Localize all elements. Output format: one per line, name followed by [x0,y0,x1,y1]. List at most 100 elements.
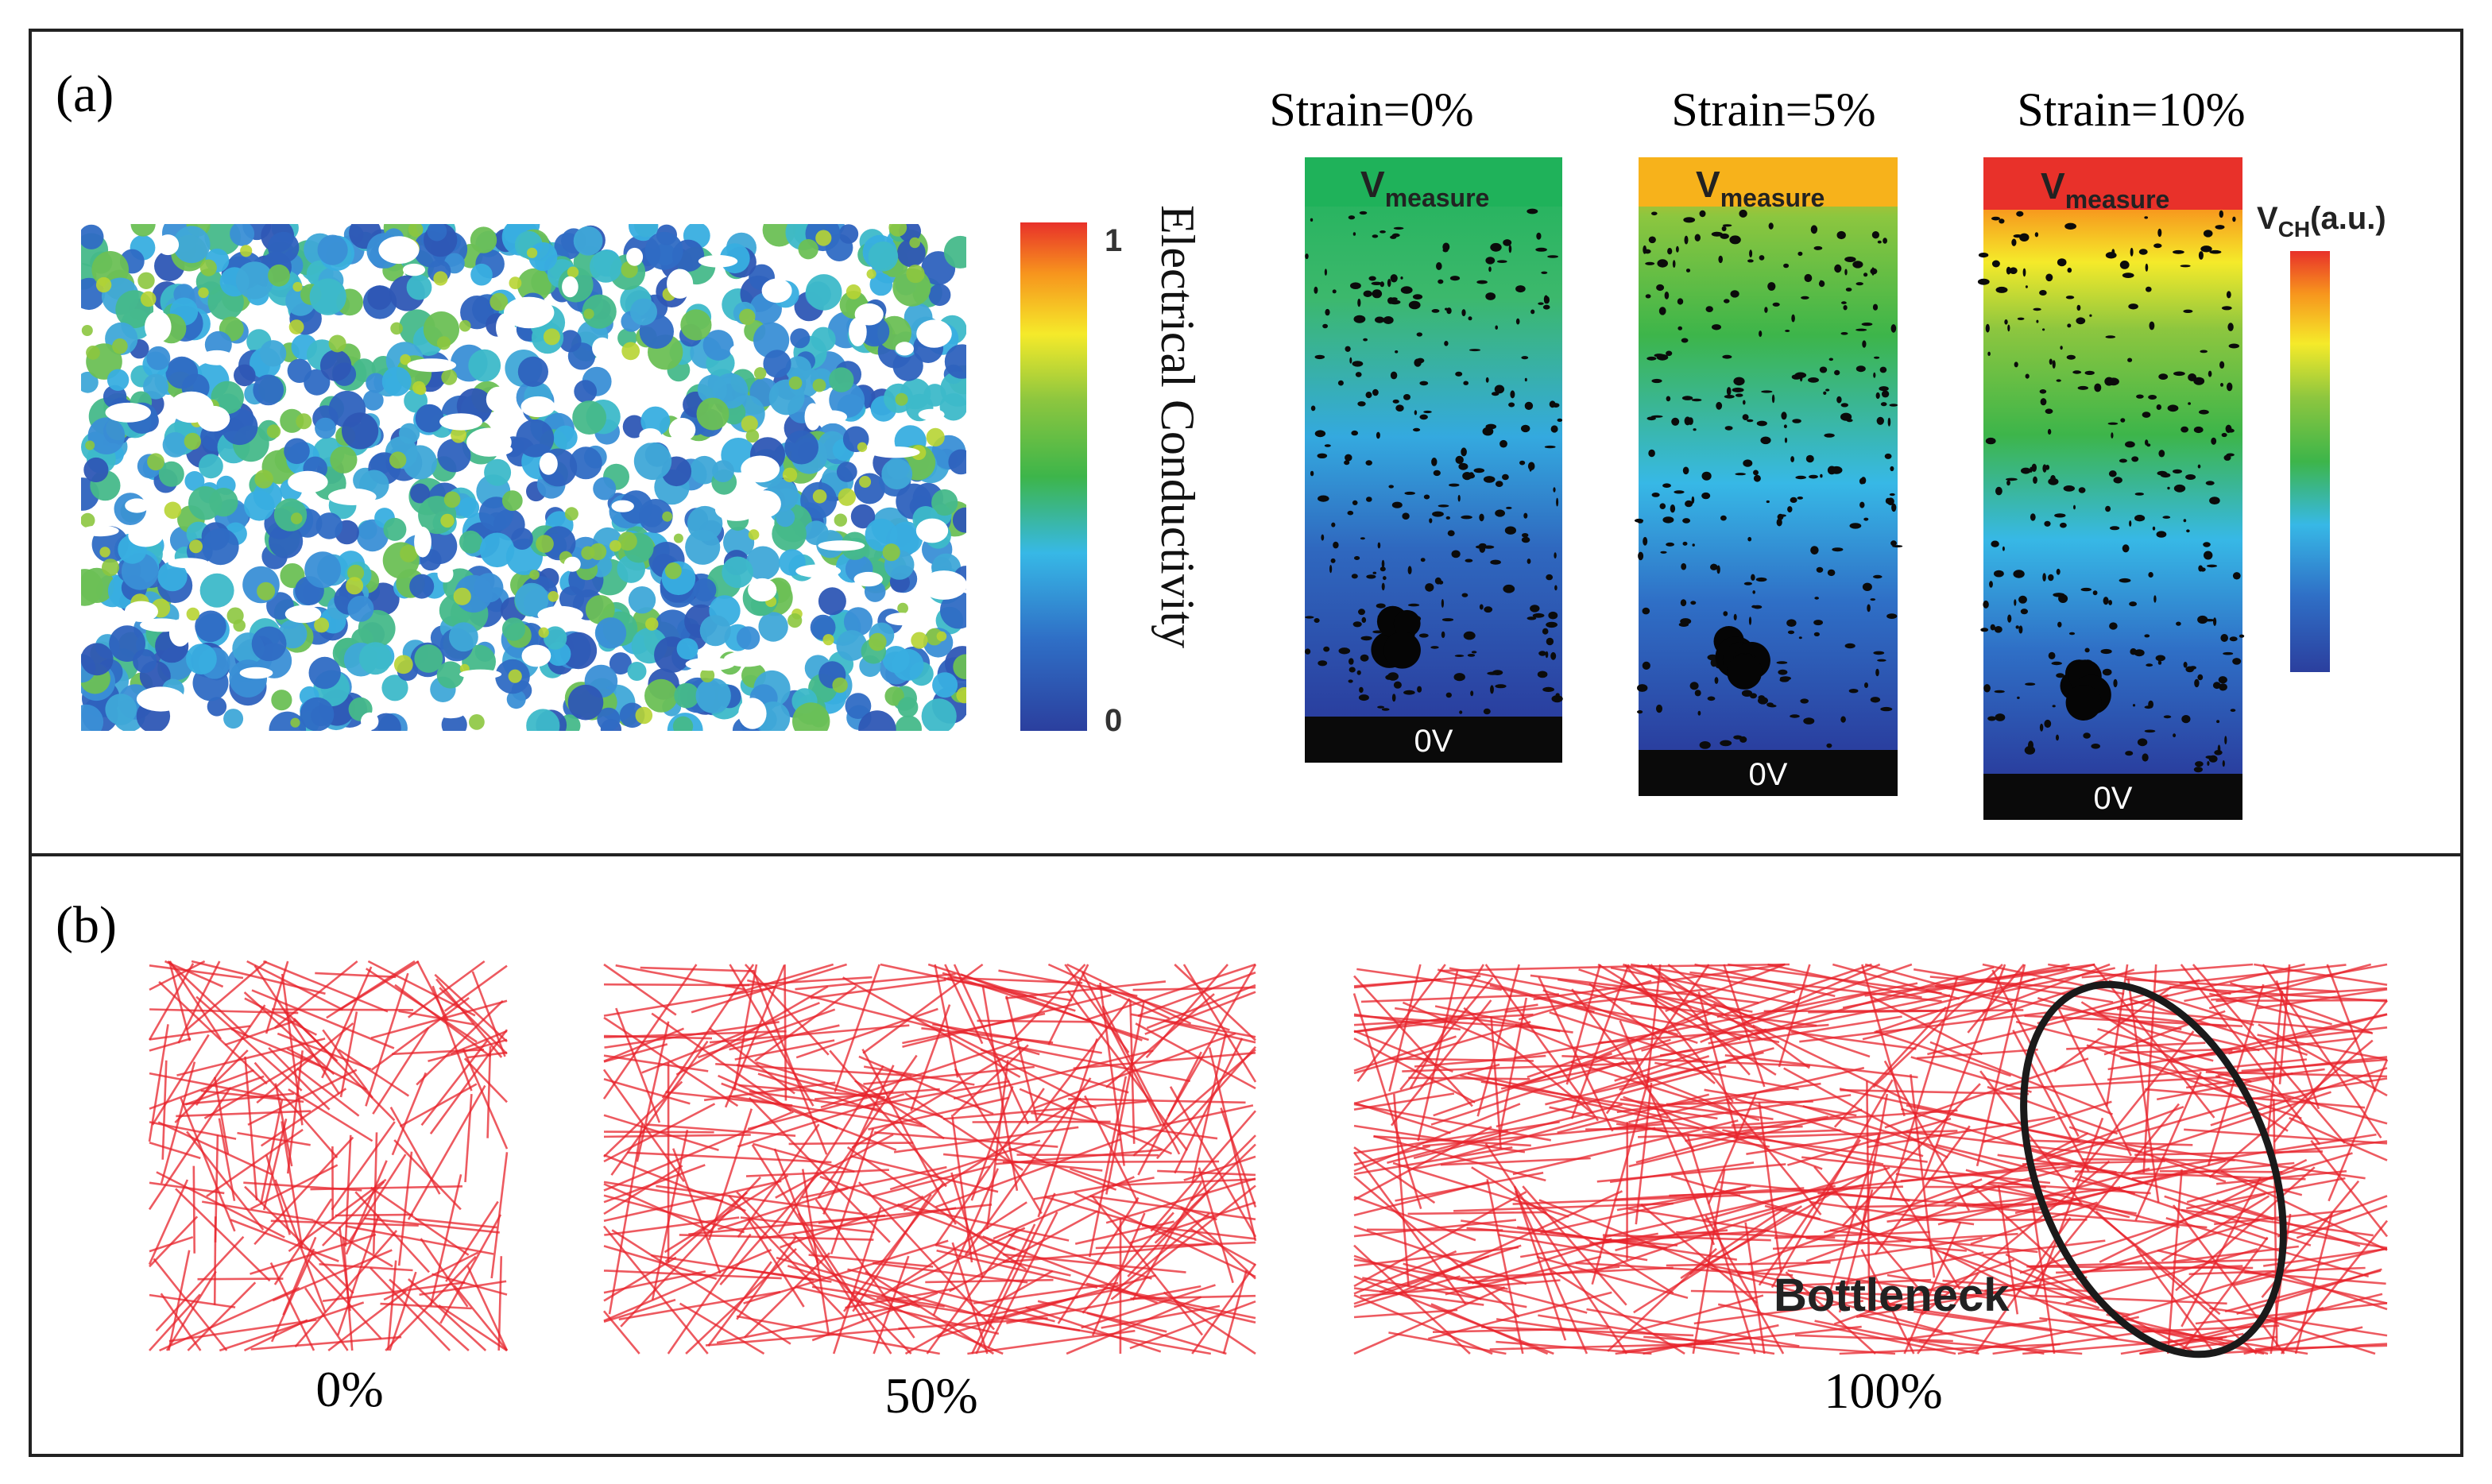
conductive-particle [251,626,287,662]
conductive-particle [897,602,908,614]
nanowire [1081,1284,1216,1329]
nanowire [2125,1143,2366,1180]
nanowire [2033,1103,2180,1283]
nanowire [1460,1266,1674,1280]
pore [1795,475,1806,480]
nanowire [910,1004,951,1111]
nanowire [611,1229,791,1345]
pore [2004,319,2008,325]
pore [1412,294,1423,300]
pore [2060,522,2067,528]
nanowire [603,1103,716,1163]
nanowire [935,1138,1122,1208]
conductive-particle [676,638,698,660]
void-region [668,418,696,442]
pore [1664,292,1670,300]
nanowire [2224,1270,2382,1313]
nanowire [1659,1015,1902,1057]
pore [1778,514,1786,517]
pore [1355,372,1362,377]
pore [2036,319,2039,323]
pore [2072,370,2082,374]
nanowire [2086,1044,2302,1120]
pore [1441,618,1454,622]
pore [1356,670,1361,675]
pore [1551,695,1563,703]
nanowire [1900,1164,2084,1182]
nanowire [646,1123,796,1137]
nanowire [1466,1227,1678,1246]
nanowire [971,1223,1036,1355]
nanowire [603,1249,772,1322]
void-region [437,565,454,583]
top-electrode [1983,157,2242,210]
pore [1790,456,1795,462]
pore [1454,655,1465,657]
pore [1521,356,1529,360]
potential-map [1639,157,1898,750]
nanowire [1635,1082,1653,1225]
pore [1490,242,1502,252]
conductive-particle [81,643,114,676]
nanowire [296,1067,360,1117]
pore [1994,690,2005,694]
nanowire [1407,1211,1547,1215]
nanowire [191,960,326,995]
pore [1685,269,1691,272]
nanowire [975,1192,1056,1355]
nanowire [1112,1178,1256,1187]
nanowire [861,1049,957,1225]
nanowire [729,1024,840,1051]
pore [1461,593,1468,597]
nanowire [842,1183,944,1312]
nanowire [1132,1049,1256,1157]
nanowire [2169,986,2388,1003]
pore [1840,332,1848,335]
pore [1767,282,1776,291]
pore [1874,356,1880,359]
nanowire [925,1278,1054,1284]
conductive-particle [517,356,549,387]
pore [1870,697,1881,703]
conductive-particle [581,546,595,560]
pore [1881,390,1890,398]
pore [1879,366,1887,373]
pore [1685,500,1693,508]
pore [1836,230,1846,240]
pore [1363,290,1372,297]
pore [1797,251,1803,257]
pore [1403,394,1410,400]
pore [2048,574,2054,582]
pore [1753,605,1763,609]
nanowire [466,1265,509,1351]
nanowire [1937,1167,2150,1226]
nanowire [2233,1247,2388,1286]
nanowire [1666,1261,1831,1267]
nanowire [149,964,244,980]
conductive-particle [753,322,790,358]
pore [1358,609,1365,616]
pore [1519,460,1526,466]
nanowire [486,1046,492,1138]
pore [2221,306,2232,311]
pore [1798,636,1802,640]
nanowire [2099,1158,2308,1263]
nanowire [1044,1196,1213,1246]
nanowire [936,1244,1071,1277]
conductive-particle [529,570,540,580]
pore [1483,545,1495,549]
pore [1651,378,1662,384]
pore [2067,267,2072,273]
pore [1524,377,1527,382]
nanowire [603,1164,706,1204]
pore [1521,424,1530,433]
pore [1657,259,1668,268]
nanowire [873,1262,1028,1284]
void-region [168,391,214,423]
pore [1783,424,1787,428]
conductive-particle [798,239,818,260]
conductive-particle [317,234,348,265]
pore [1345,454,1352,462]
pore [1810,546,1819,555]
conductive-particle [199,454,223,479]
